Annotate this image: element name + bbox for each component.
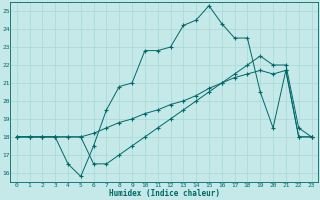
X-axis label: Humidex (Indice chaleur): Humidex (Indice chaleur): [108, 189, 220, 198]
